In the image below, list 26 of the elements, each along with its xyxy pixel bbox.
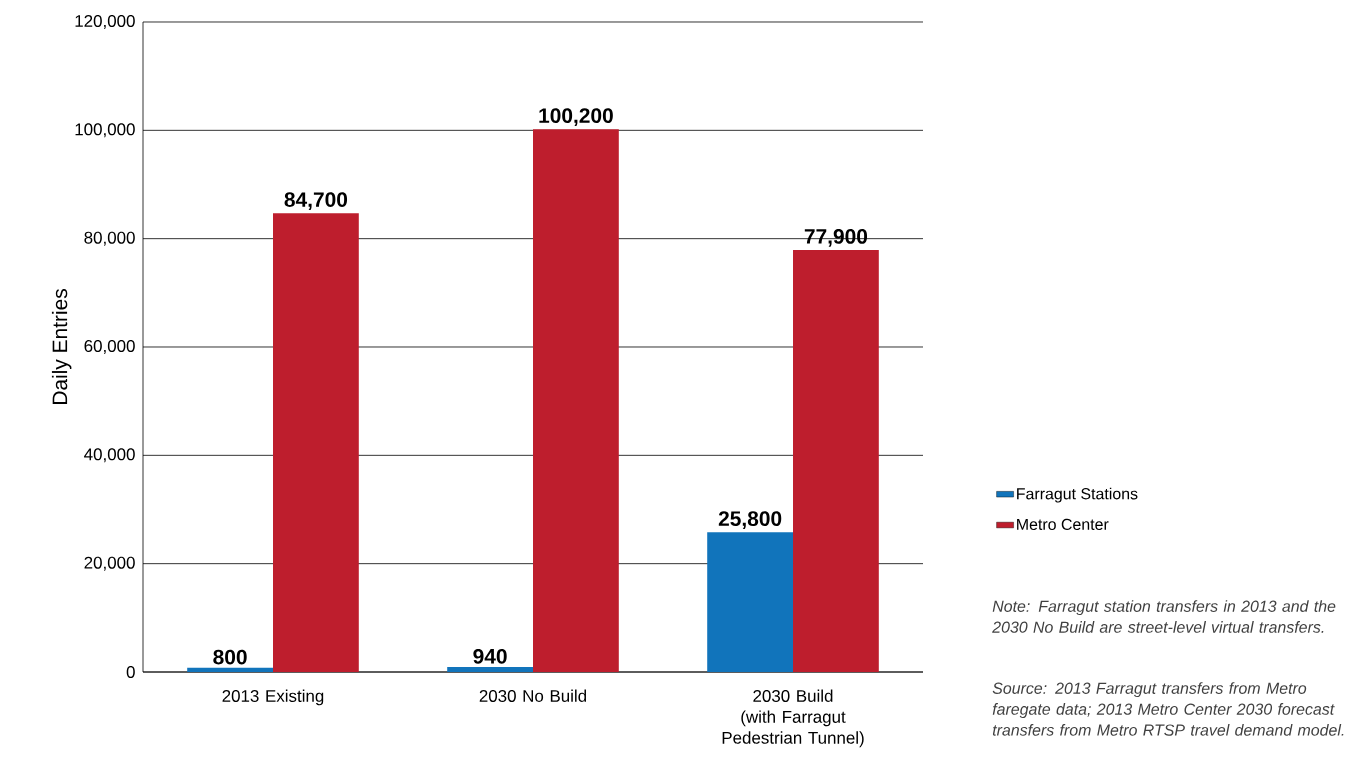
y-tick-label: 20,000 [84,556,135,571]
x-tick-label: 2013 Existing [222,689,324,706]
bar [793,250,879,672]
data-label: 84,700 [284,192,348,210]
y-tick-label: 100,000 [75,123,135,138]
y-tick-label: 60,000 [84,340,135,354]
y-tick-label: 40,000 [84,448,135,463]
bar [187,667,273,672]
data-label: 800 [213,649,247,665]
bar [707,532,794,672]
data-label: 940 [473,648,507,664]
bar [273,213,359,672]
bar [447,666,533,672]
y-tick-label: 80,000 [84,231,135,246]
x-tick-label: 2030 Build (with Farragut Pedestrian Tunnel) [722,689,864,748]
y-tick-label: 0 [126,666,135,678]
x-tick-label: 2030 No Build [479,689,587,702]
y-axis-title: Daily Entries [51,289,72,404]
legend-label: Metro Center [1017,518,1109,530]
data-label: 25,800 [718,511,782,530]
legend-label: Farragut Stations [1017,487,1138,503]
data-label: 100,200 [539,108,613,127]
text: Note: Farragut station transfers in 2013 and the 2030 No Build are street-level virtual transfers. [992,600,1336,633]
source-note: Source: 2013 Farragut transfers from Metro faregate data; 2013 Metro Center 2030 forecast transfers from Metro RTSP travel demand model. [992,682,1344,736]
bar [533,129,619,672]
y-tick-label: 120,000 [75,14,135,29]
